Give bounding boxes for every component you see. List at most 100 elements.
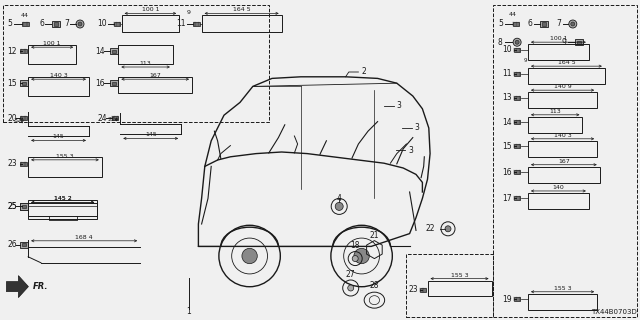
Bar <box>20 80 28 86</box>
Text: 13: 13 <box>502 93 512 102</box>
Bar <box>514 144 520 148</box>
Text: 145: 145 <box>145 132 157 137</box>
Text: 6: 6 <box>528 20 533 28</box>
Text: 16: 16 <box>502 168 512 177</box>
Text: 19: 19 <box>502 295 512 304</box>
Bar <box>110 48 118 54</box>
Bar <box>493 5 637 317</box>
Text: 100 1: 100 1 <box>44 41 61 46</box>
Text: 23: 23 <box>408 285 418 294</box>
Circle shape <box>348 285 354 291</box>
Text: 26: 26 <box>8 240 17 249</box>
Bar <box>514 96 520 100</box>
Bar <box>28 45 76 64</box>
Bar <box>514 72 520 76</box>
Bar <box>118 45 173 64</box>
Bar <box>406 254 493 317</box>
Text: 11: 11 <box>177 20 186 28</box>
Bar <box>575 39 583 45</box>
Text: 167: 167 <box>149 73 161 78</box>
Bar <box>514 297 520 301</box>
Bar <box>540 21 548 27</box>
Bar <box>54 22 58 26</box>
Bar <box>514 48 520 52</box>
Text: 14: 14 <box>502 118 512 127</box>
Bar <box>528 294 597 310</box>
Bar <box>202 15 282 32</box>
Bar <box>542 22 546 26</box>
Text: 10: 10 <box>97 20 107 28</box>
Text: 5: 5 <box>8 20 13 28</box>
Circle shape <box>354 248 369 264</box>
Text: 113: 113 <box>549 109 561 114</box>
Text: 145 2: 145 2 <box>54 196 72 201</box>
Bar <box>22 22 29 26</box>
Bar <box>22 205 26 208</box>
Bar <box>513 22 519 26</box>
Bar <box>28 203 97 216</box>
Bar <box>428 281 492 296</box>
Bar <box>528 193 589 209</box>
Bar <box>118 77 192 93</box>
Circle shape <box>76 20 84 28</box>
Bar <box>3 5 269 122</box>
Text: TX44B0703D: TX44B0703D <box>591 309 637 315</box>
Text: 15: 15 <box>502 142 512 151</box>
Text: 155 3: 155 3 <box>451 273 468 278</box>
Text: 18: 18 <box>351 241 360 250</box>
Circle shape <box>569 20 577 28</box>
Bar <box>52 21 60 27</box>
Text: 113: 113 <box>140 61 152 66</box>
Bar <box>528 141 597 157</box>
Bar <box>514 170 520 174</box>
Bar <box>528 117 582 133</box>
Text: 16: 16 <box>95 79 104 88</box>
Bar <box>20 242 28 248</box>
Text: 10: 10 <box>502 45 512 54</box>
Text: 140: 140 <box>552 185 564 190</box>
Bar <box>28 77 89 96</box>
Text: 140 9: 140 9 <box>554 84 572 89</box>
Text: 100 1: 100 1 <box>141 7 159 12</box>
Text: 164 5: 164 5 <box>557 60 575 65</box>
Polygon shape <box>6 276 28 298</box>
Bar <box>528 44 589 60</box>
Text: 32: 32 <box>13 118 21 123</box>
Text: 6: 6 <box>40 20 45 28</box>
Bar <box>514 120 520 124</box>
Bar <box>114 22 120 26</box>
Bar <box>22 82 26 85</box>
Bar <box>22 205 26 208</box>
Text: 5: 5 <box>498 20 503 28</box>
Bar <box>110 80 118 86</box>
Bar <box>20 203 28 210</box>
Text: 44: 44 <box>20 13 28 18</box>
Text: FR.: FR. <box>33 282 48 291</box>
Text: 100 1: 100 1 <box>550 36 567 41</box>
Bar <box>22 243 26 246</box>
Bar <box>20 116 27 120</box>
Bar <box>28 157 102 177</box>
Bar <box>528 167 600 183</box>
Text: 1: 1 <box>186 308 191 316</box>
Text: 44: 44 <box>509 12 516 17</box>
Text: 22: 22 <box>426 224 435 233</box>
Text: 3: 3 <box>408 146 413 155</box>
Text: 25: 25 <box>8 202 17 211</box>
Bar <box>122 15 179 32</box>
Text: 3: 3 <box>397 101 402 110</box>
Text: 12: 12 <box>8 47 17 56</box>
Text: 23: 23 <box>8 159 17 168</box>
Text: 9: 9 <box>524 58 527 63</box>
Bar <box>20 203 28 210</box>
Text: 28: 28 <box>370 281 379 290</box>
Text: 7: 7 <box>64 20 69 28</box>
Circle shape <box>352 256 358 261</box>
Text: 15: 15 <box>8 79 17 88</box>
Bar <box>28 200 97 219</box>
Bar <box>112 82 116 85</box>
Text: 9: 9 <box>562 38 567 47</box>
Text: 167: 167 <box>558 159 570 164</box>
Bar <box>20 49 27 53</box>
Circle shape <box>335 202 343 211</box>
